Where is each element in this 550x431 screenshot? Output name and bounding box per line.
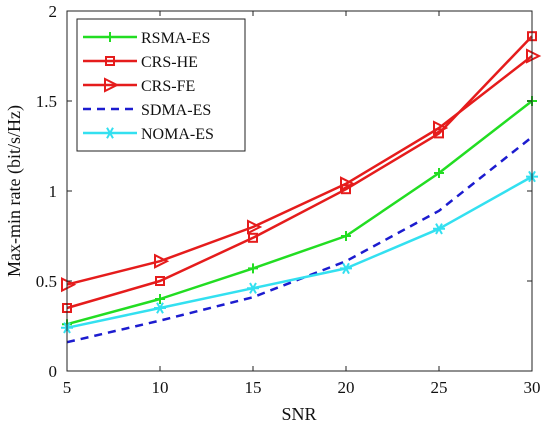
data-point-rsma-es [248, 263, 258, 274]
legend-entry-noma-es: NOMA-ES [83, 126, 214, 143]
series-line-rsma-es [66, 100, 533, 326]
data-point-noma-es [340, 262, 352, 275]
data-point-noma-es [247, 282, 259, 294]
data-point-noma-es [61, 322, 73, 334]
x-tick-label: 25 [431, 378, 448, 397]
legend-entry-rsma-es: RSMA-ES [83, 30, 210, 47]
legend-marker [104, 127, 116, 139]
series-noma-es [61, 170, 538, 334]
data-point-crs-he [248, 232, 258, 243]
legend-marker [105, 56, 115, 66]
legend-label: CRS-HE [141, 54, 198, 71]
series-layer [61, 31, 542, 344]
legend: RSMA-ES CRS-HE CRS-FE SDMA-ES NOMA-ES [76, 18, 246, 152]
data-point-crs-fe [247, 219, 263, 235]
y-tick-label: 2 [49, 2, 58, 21]
series-line-noma-es [66, 175, 533, 330]
x-tick-label: 30 [524, 378, 541, 397]
data-point-crs-he [155, 276, 165, 286]
y-tick-label: 0 [49, 362, 58, 381]
x-tick-label: 20 [338, 378, 355, 397]
legend-entry-sdma-es: SDMA-ES [83, 102, 211, 119]
data-point-crs-fe [154, 253, 170, 269]
data-point-noma-es [154, 302, 166, 314]
data-point-crs-fe [340, 176, 356, 192]
series-crs-fe [61, 48, 542, 293]
data-point-crs-fe [61, 276, 77, 293]
legend-entry-crs-he: CRS-HE [83, 54, 198, 71]
x-tick-label: 10 [152, 378, 169, 397]
data-point-rsma-es [341, 231, 351, 241]
legend-label: RSMA-ES [141, 30, 210, 47]
series-line-crs-fe [66, 55, 533, 286]
data-point-crs-fe [526, 48, 542, 64]
x-axis-title: SNR [281, 404, 316, 424]
data-point-rsma-es [434, 168, 444, 178]
legend-label: CRS-FE [141, 78, 195, 95]
legend-label: SDMA-ES [141, 102, 211, 119]
x-tick-label: 5 [63, 378, 72, 397]
data-point-rsma-es [155, 294, 165, 304]
y-tick-label: 1.5 [36, 92, 57, 111]
data-point-noma-es [433, 223, 445, 235]
axes-layer: 5 10 15 20 25 30 0 0.5 1 1.5 2 [36, 2, 541, 397]
y-tick-label: 1 [49, 182, 58, 201]
legend-marker [104, 77, 120, 93]
legend-entry-crs-fe: CRS-FE [83, 77, 195, 95]
y-tick-label: 0.5 [36, 272, 57, 291]
x-tick-label: 15 [245, 378, 262, 397]
legend-label: NOMA-ES [141, 126, 214, 143]
legend-marker [105, 32, 115, 42]
data-point-crs-fe [433, 120, 449, 136]
y-axis-title: Max-min rate (bit/s/Hz) [4, 105, 25, 277]
data-point-noma-es [526, 170, 538, 183]
